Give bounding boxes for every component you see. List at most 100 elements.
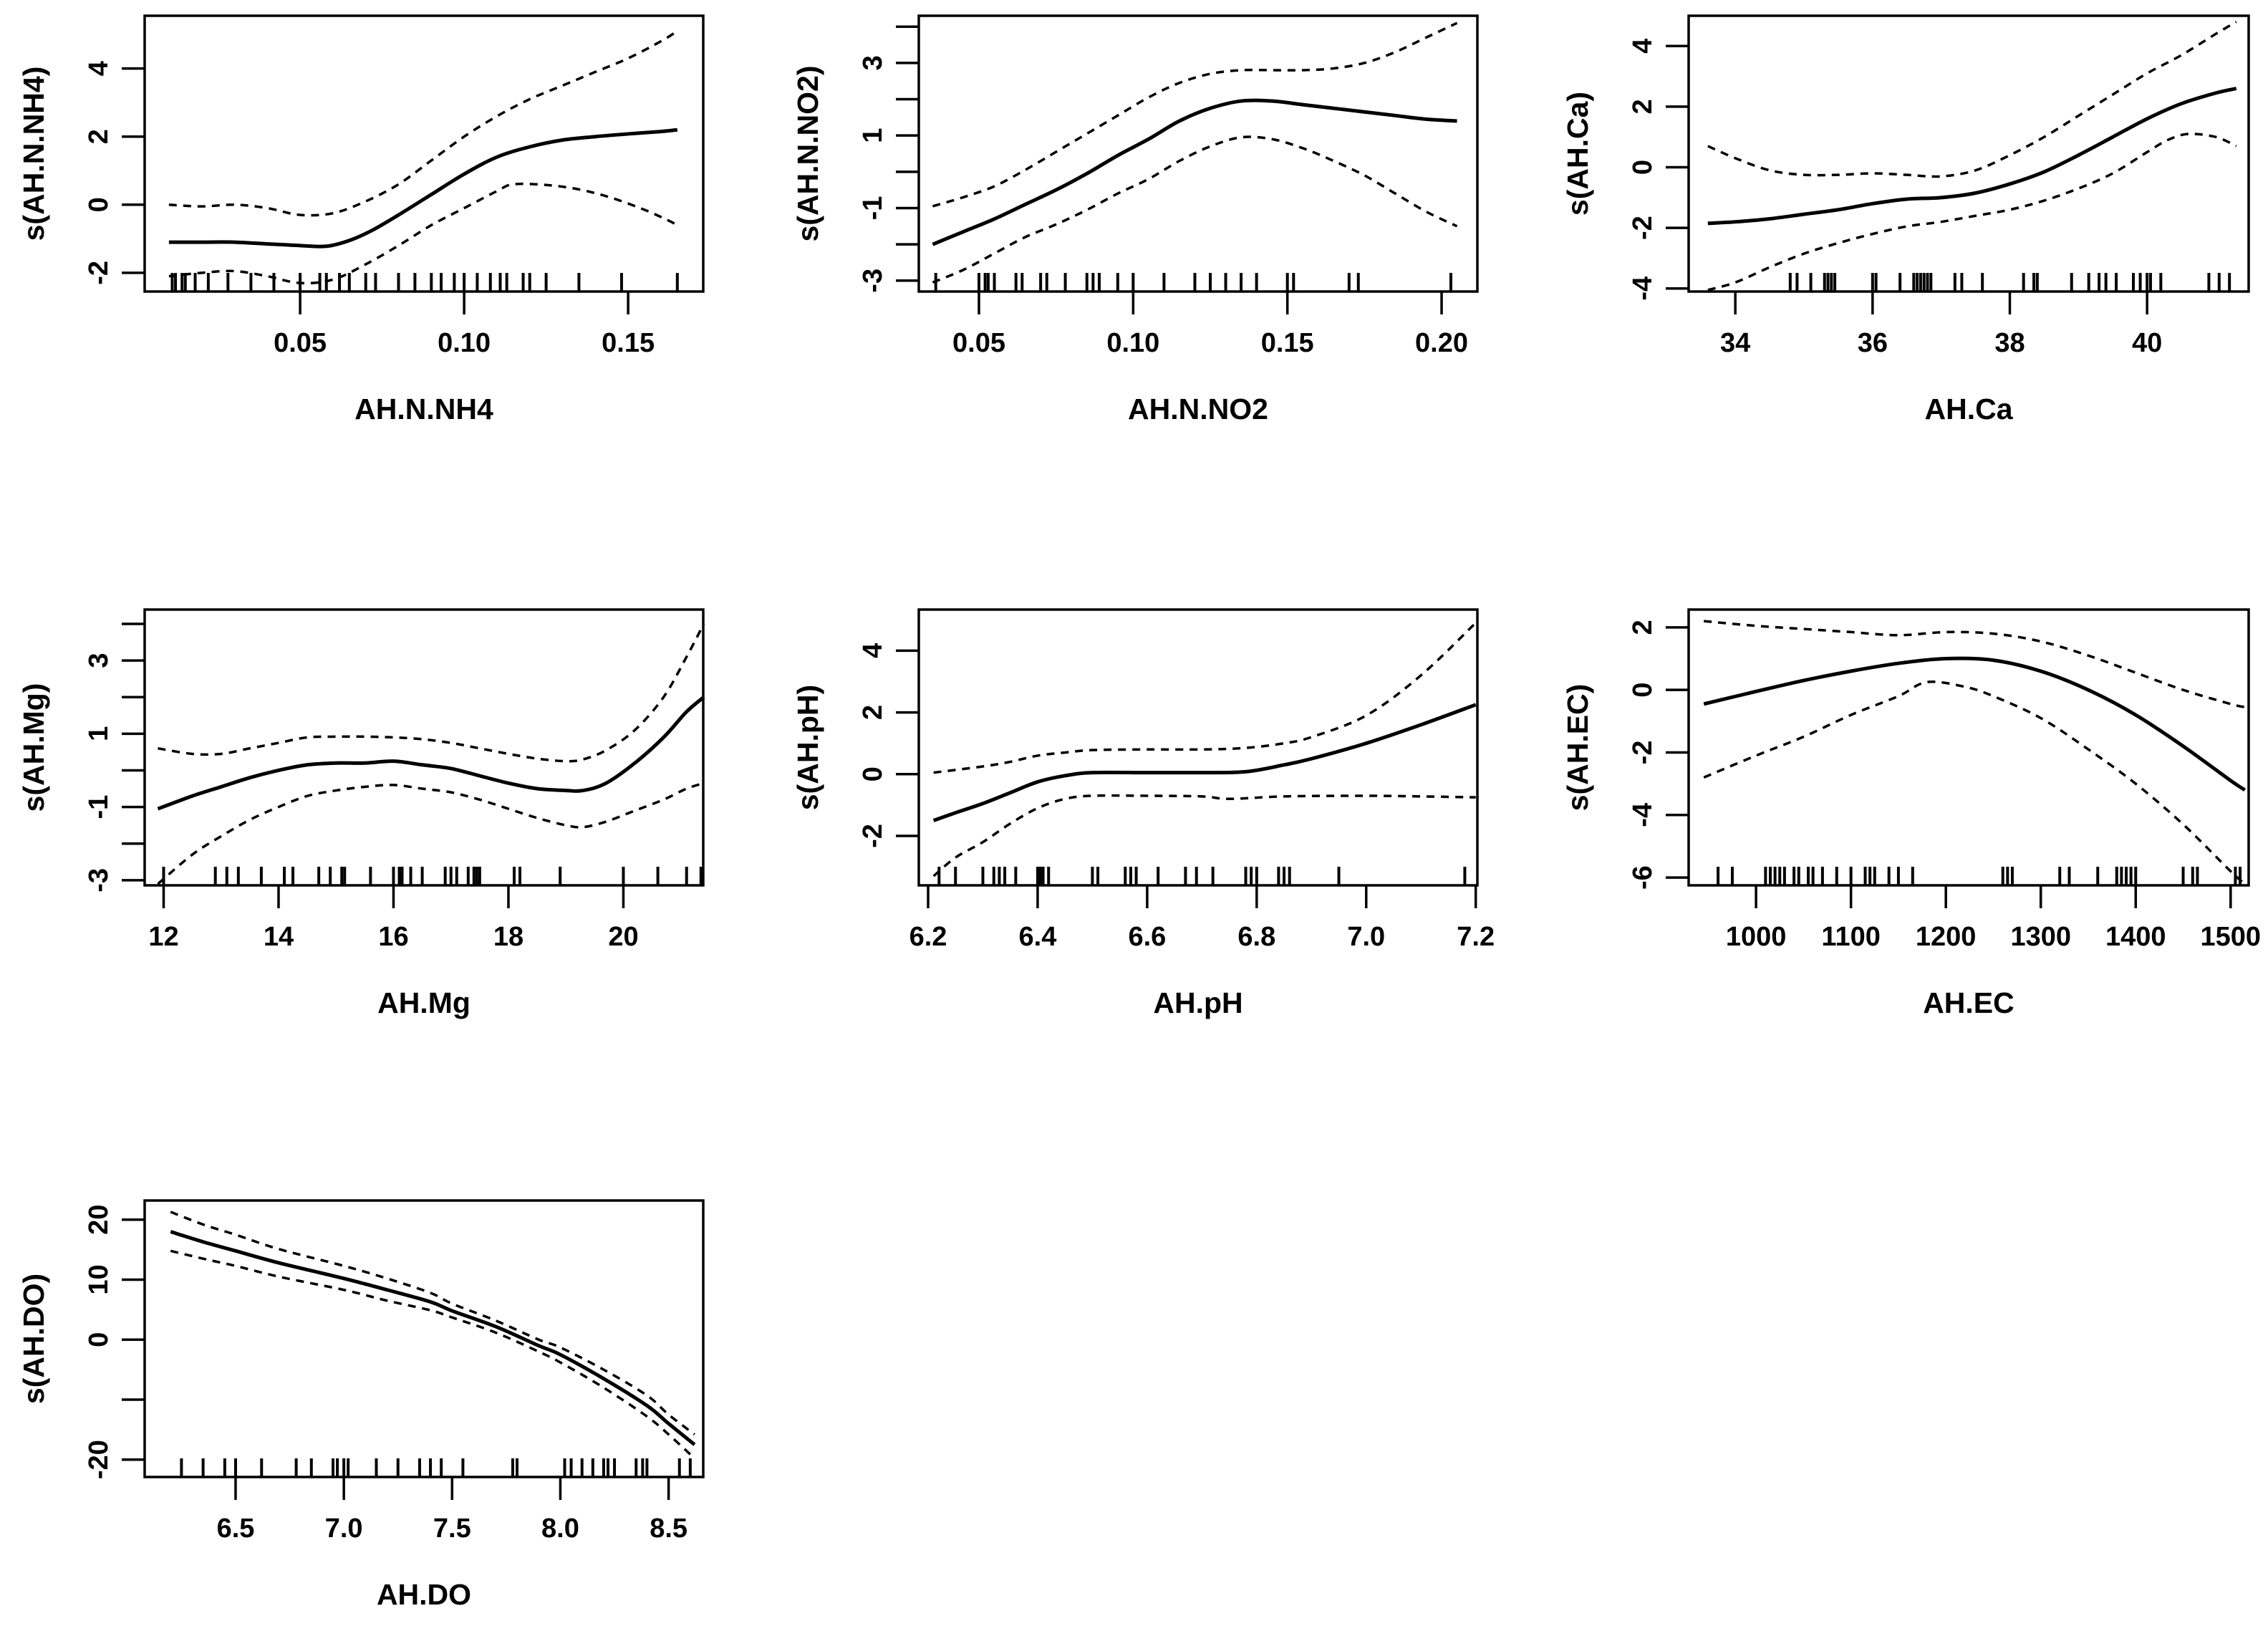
x-tick-label: 0.20 xyxy=(1415,328,1468,358)
y-tick-label: -4 xyxy=(1628,276,1658,301)
upper-ci-curve xyxy=(158,623,705,763)
plot-box xyxy=(917,14,1479,293)
fit-curve xyxy=(932,98,1457,246)
fit-curve xyxy=(932,703,1477,822)
x-tick-label: 0.05 xyxy=(952,328,1005,358)
y-tick-label: 4 xyxy=(858,643,888,658)
x-tick-label: 6.8 xyxy=(1237,922,1275,952)
plot-box xyxy=(1687,608,2250,887)
y-tick-label: -3 xyxy=(858,269,888,293)
y-tick-label: 2 xyxy=(1628,99,1658,114)
x-tick-label: 1400 xyxy=(2105,922,2166,952)
y-tick-label: 2 xyxy=(1628,620,1658,635)
y-tick-label: -1 xyxy=(84,795,114,819)
x-tick-label: 0.15 xyxy=(602,328,655,358)
lower-ci-curve xyxy=(932,135,1458,284)
upper-ci-curve xyxy=(1707,20,2237,178)
x-tick-label: 0.05 xyxy=(274,328,327,358)
y-tick-label: 2 xyxy=(84,129,114,144)
y-tick-label: 0 xyxy=(84,1332,114,1347)
y-tick-label: -2 xyxy=(858,824,888,848)
x-tick-label: 34 xyxy=(1720,328,1750,358)
y-tick-label: 0 xyxy=(1628,683,1658,698)
y-axis-label: s(AH.DO) xyxy=(17,1274,50,1404)
y-axis-label: s(AH.pH) xyxy=(791,685,824,810)
x-tick-label: 7.2 xyxy=(1457,922,1495,952)
plot-box xyxy=(143,14,705,293)
x-tick-label: 36 xyxy=(1858,328,1888,358)
upper-ci-curve xyxy=(170,1211,695,1435)
y-tick-label: -2 xyxy=(84,261,114,285)
y-tick-label: 4 xyxy=(84,61,114,76)
lower-ci-curve xyxy=(170,1249,696,1460)
upper-ci-curve xyxy=(1704,620,2246,708)
y-tick-label: 3 xyxy=(858,55,888,70)
fit-curve xyxy=(1703,656,2247,792)
x-tick-label: 0.10 xyxy=(438,328,491,358)
y-tick-label: 3 xyxy=(84,653,114,668)
gam-panel-AH.N.NO2: 0.05 0.10 0.15 0.20 -3 -1 1 3 AH.N.NO2 s(AH.N.NO2… xyxy=(791,14,1479,425)
y-tick-label: 0 xyxy=(84,197,114,212)
upper-ci-curve xyxy=(933,622,1477,774)
x-tick-label: 1300 xyxy=(2010,922,2071,952)
x-tick-label: 7.0 xyxy=(1347,922,1385,952)
y-tick-label: 4 xyxy=(1628,39,1658,54)
x-tick-label: 6.5 xyxy=(217,1514,255,1544)
x-tick-label: 1000 xyxy=(1726,922,1787,952)
x-tick-label: 8.0 xyxy=(541,1514,579,1544)
gam-panel-AH.Mg: 12 14 16 18 20 -3 -1 1 3 AH.Mg s(AH.Mg) xyxy=(17,608,705,1019)
lower-ci-curve xyxy=(932,794,1476,877)
y-axis-label: s(AH.Ca) xyxy=(1561,92,1594,216)
x-tick-label: 40 xyxy=(2132,328,2162,358)
x-tick-label: 20 xyxy=(608,922,638,952)
x-tick-label: 0.15 xyxy=(1261,328,1314,358)
lower-ci-curve xyxy=(168,182,678,285)
x-tick-label: 6.6 xyxy=(1128,922,1166,952)
plot-box xyxy=(917,608,1479,887)
x-tick-label: 38 xyxy=(1994,328,2025,358)
y-axis-label: s(AH.N.NO2) xyxy=(791,65,824,241)
lower-ci-curve xyxy=(1703,680,2246,885)
y-tick-label: 1 xyxy=(84,726,114,741)
upper-ci-curve xyxy=(168,29,678,217)
x-tick-label: 6.2 xyxy=(909,922,947,952)
y-tick-label: 0 xyxy=(858,766,888,781)
x-tick-label: 14 xyxy=(264,922,294,952)
x-tick-label: 6.4 xyxy=(1019,922,1057,952)
x-tick-label: 8.5 xyxy=(650,1514,687,1544)
fit-curve xyxy=(157,696,705,811)
y-tick-label: 10 xyxy=(84,1264,114,1294)
x-axis-label: AH.DO xyxy=(377,1578,471,1611)
x-tick-label: 1100 xyxy=(1821,922,1880,952)
x-axis-label: AH.N.NH4 xyxy=(354,393,493,425)
x-axis-label: AH.Mg xyxy=(377,986,471,1019)
y-tick-label: -1 xyxy=(858,196,888,221)
plot-box xyxy=(143,608,705,887)
x-tick-label: 1200 xyxy=(1916,922,1977,952)
gam-panel-AH.N.NH4: 0.05 0.10 0.15 -2 0 2 4 AH.N.NH4 s(AH.N.NH4) xyxy=(17,14,705,425)
lower-ci-curve xyxy=(157,781,705,885)
y-tick-label: 2 xyxy=(858,705,888,720)
y-tick-label: -2 xyxy=(1628,216,1658,240)
x-tick-label: 7.0 xyxy=(325,1514,363,1544)
x-tick-label: 18 xyxy=(493,922,523,952)
y-tick-label: -3 xyxy=(84,868,114,893)
x-tick-label: 7.5 xyxy=(433,1514,471,1544)
y-tick-label: 1 xyxy=(858,128,888,143)
y-tick-label: 20 xyxy=(84,1205,114,1235)
fit-curve xyxy=(170,1230,696,1446)
x-tick-label: 1500 xyxy=(2201,922,2262,952)
x-axis-label: AH.Ca xyxy=(1924,393,2013,425)
y-axis-label: s(AH.EC) xyxy=(1561,684,1594,812)
upper-ci-curve xyxy=(932,21,1458,208)
x-tick-label: 16 xyxy=(378,922,408,952)
plot-box xyxy=(1687,14,2250,293)
x-axis-label: AH.pH xyxy=(1153,986,1242,1019)
x-axis-label: AH.N.NO2 xyxy=(1128,393,1268,425)
y-tick-label: -2 xyxy=(1628,741,1658,765)
y-axis-label: s(AH.Mg) xyxy=(17,683,50,812)
y-tick-label: 0 xyxy=(1628,160,1658,175)
y-axis-label: s(AH.N.NH4) xyxy=(17,67,50,241)
